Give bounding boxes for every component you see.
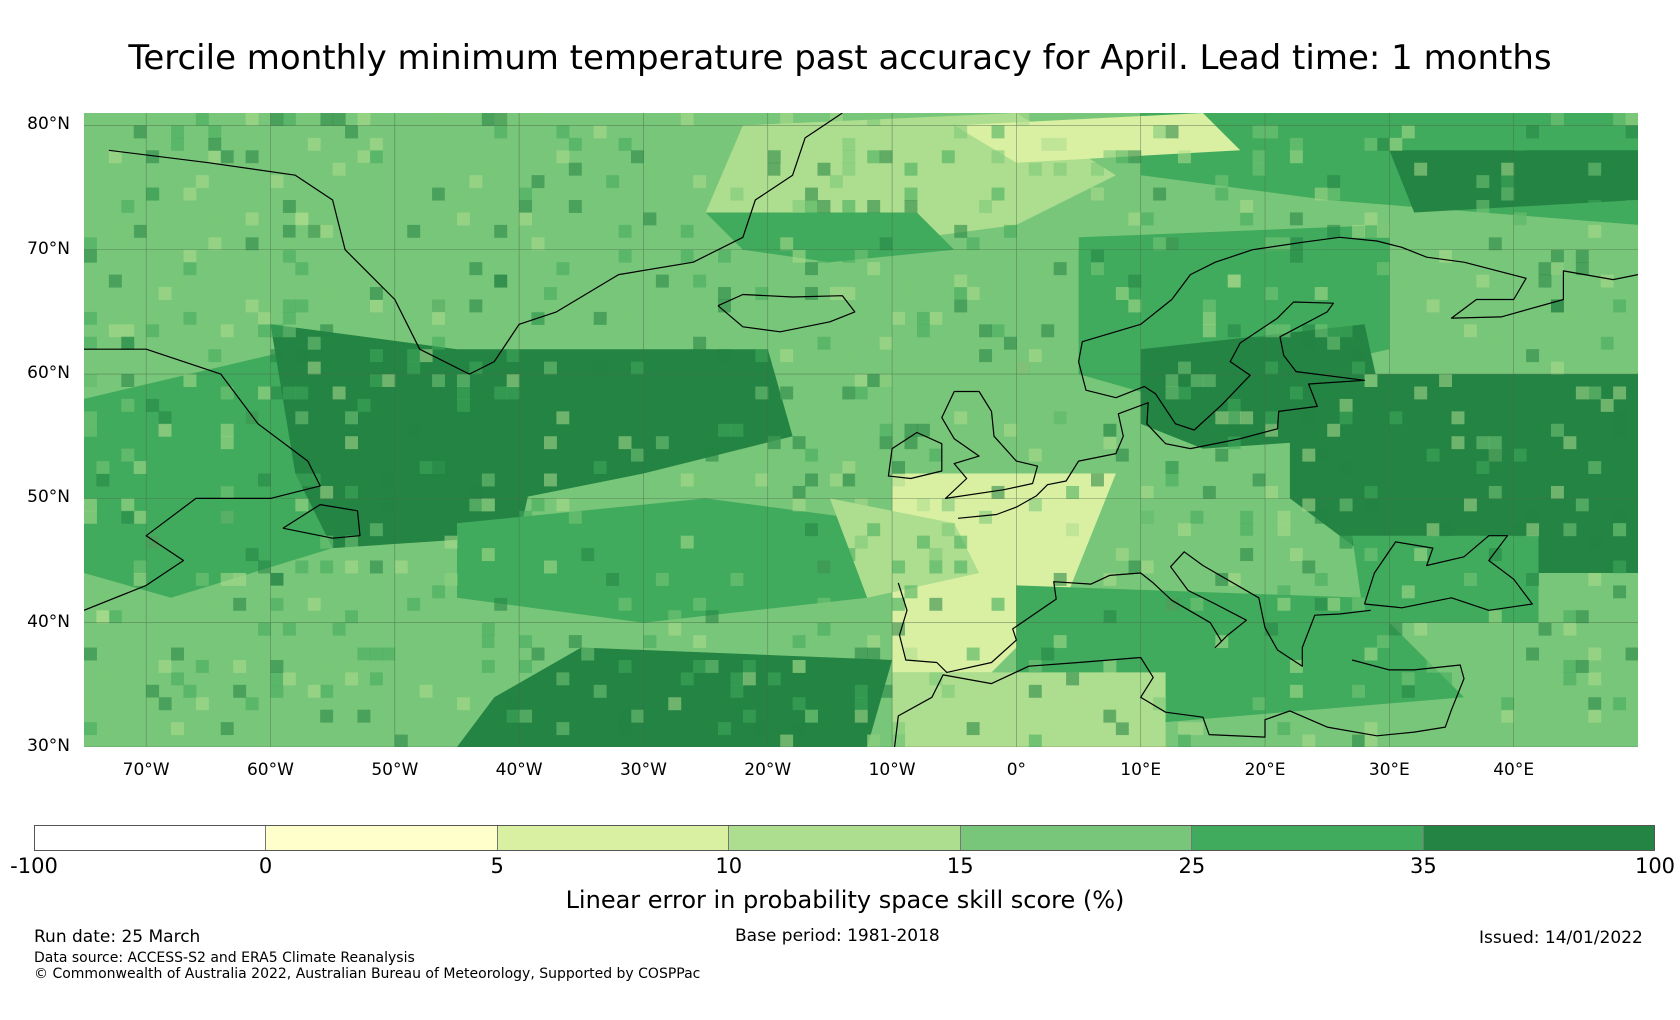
coastline-labrador — [84, 348, 321, 611]
coastline-iceland — [717, 293, 856, 333]
coastlines — [84, 113, 1638, 747]
longitude-label: 70°W — [122, 760, 170, 780]
colorbar-tick-label: 100 — [1634, 854, 1676, 878]
longitude-label: 40°W — [495, 760, 543, 780]
colorbar-segment — [1192, 826, 1424, 850]
coastline-france-north — [957, 236, 1638, 519]
skill-grid-cells — [84, 113, 1638, 747]
coastline-newfoundland — [282, 504, 361, 539]
colorbar-tick-label: 15 — [946, 854, 974, 878]
colorbar-segment — [497, 826, 730, 850]
colorbar-tick-label: 25 — [1178, 854, 1206, 878]
map-title: Tercile monthly minimum temperature past… — [128, 38, 1552, 78]
colorbar-tick-label: 5 — [490, 854, 504, 878]
coastline-black-sea — [1363, 535, 1533, 611]
data-source: Data source: ACCESS-S2 and ERA5 Climate … — [34, 950, 415, 966]
longitude-label: 50°W — [371, 760, 419, 780]
skill-region-subtropical-atlantic — [457, 647, 893, 747]
skill-region-azores-area — [457, 498, 893, 623]
coastline-british-isles — [941, 390, 1039, 499]
base-period: Base period: 1981-2018 — [735, 926, 940, 946]
colorbar-tick-label: 35 — [1410, 854, 1437, 878]
map-canvas — [84, 113, 1638, 747]
coastline-europe-west — [897, 551, 1371, 673]
latitude-label: 30°N — [27, 736, 70, 756]
colorbar-tick-label: 0 — [258, 854, 273, 878]
longitude-label: 20°E — [1244, 760, 1286, 780]
copyright: © Commonwealth of Australia 2022, Austra… — [34, 966, 701, 982]
longitude-label: 30°E — [1368, 760, 1410, 780]
longitude-label: 10°E — [1120, 760, 1162, 780]
latitude-label: 60°N — [27, 363, 70, 384]
colorbar-segment — [35, 826, 267, 850]
issued-date: Issued: 14/01/2022 — [1479, 928, 1643, 948]
skill-region-north-africa — [892, 672, 1166, 747]
colorbar-tick-label: -100 — [10, 854, 58, 878]
longitude-label: 10°W — [868, 760, 916, 780]
skill-region-black-sea — [1352, 535, 1539, 623]
colorbar-tick-label: 10 — [715, 854, 743, 878]
colorbar-label: Linear error in probability space skill … — [565, 886, 1125, 914]
longitude-label: 20°W — [744, 760, 792, 780]
longitude-label: 60°W — [246, 760, 294, 780]
colorbar-segment — [266, 826, 498, 850]
colorbar-segment — [960, 826, 1193, 850]
coastline-greenland — [108, 113, 843, 375]
skill-region-central-north-atlantic — [457, 349, 793, 499]
skill-score-map — [84, 113, 1638, 747]
colorbar — [34, 825, 1655, 851]
run-date: Run date: 25 March — [34, 927, 201, 947]
colorbar-segment — [1423, 826, 1654, 850]
latitude-label: 70°N — [27, 238, 70, 259]
colorbar-segment — [729, 826, 961, 850]
graticule — [84, 113, 1638, 747]
latitude-label: 80°N — [27, 114, 70, 135]
skill-region-eastern-europe — [1289, 374, 1638, 573]
coastline-ireland — [887, 431, 943, 480]
longitude-label: 40°E — [1493, 760, 1535, 780]
longitude-label: 30°W — [619, 760, 667, 780]
latitude-label: 50°N — [27, 487, 70, 508]
longitude-label: 0° — [1006, 760, 1027, 780]
latitude-label: 40°N — [27, 611, 70, 632]
coastline-north-africa — [894, 656, 1465, 747]
